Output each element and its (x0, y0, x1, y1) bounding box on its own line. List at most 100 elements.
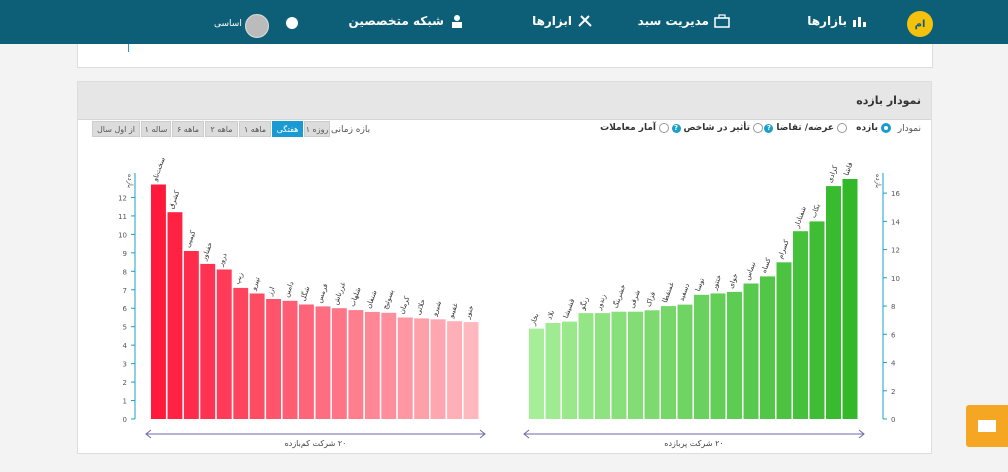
bar-label: شنفان (365, 289, 379, 310)
bar-label: خوای (727, 272, 740, 289)
bar (331, 308, 347, 419)
bar (381, 312, 397, 419)
bar-label: ارز (266, 286, 277, 298)
top-navbar: ام بازارها مدیریت سبد ابزارها شبکه متخصص… (0, 0, 1008, 44)
nav-markets[interactable]: بازارها (807, 14, 868, 28)
bar-label: سخت‌ناو (151, 156, 167, 183)
y-tick-label: 12 (891, 247, 900, 255)
bar-label: نلاد (545, 309, 556, 320)
period-1year-button[interactable]: ۱ ساله (141, 121, 171, 137)
people-icon (449, 14, 465, 28)
period-1day-button[interactable]: ۱ روزه (304, 121, 330, 137)
bar (282, 300, 298, 419)
y-tick-label: 2 (891, 388, 895, 396)
y-tick-label: 8 (123, 268, 127, 276)
radio-icon (837, 123, 847, 133)
arrow-head-left (523, 429, 530, 439)
radio-returns-label: بازده (856, 123, 878, 133)
bar-label: قشیشا (562, 298, 576, 320)
nav-tools[interactable]: ابزارها (532, 14, 593, 28)
nav-portfolio[interactable]: مدیریت سبد (638, 14, 730, 28)
bar (299, 304, 314, 419)
bar-label: غفیبو (447, 302, 460, 320)
bar (167, 212, 183, 419)
bar (694, 294, 709, 419)
period-weekly-button[interactable]: هفتگی (272, 121, 303, 137)
bar (364, 311, 380, 419)
bar (200, 263, 216, 419)
y-tick-label: 14 (891, 218, 900, 226)
high-return-chart: 0 2 4 6 8 10 12 14 16 بازده بخار نلاد قشیشا زنگو زندور… (523, 161, 900, 448)
bar-label: کساه (760, 256, 773, 274)
y-tick-label: 10 (118, 231, 127, 239)
bar (249, 293, 265, 419)
period-1month-button[interactable]: ۱ ماهه (239, 121, 271, 137)
bar-label: قاشا (842, 161, 854, 176)
y-tick-label: 16 (891, 190, 900, 198)
bar (397, 317, 413, 419)
bar (266, 299, 281, 419)
y-tick-label: 9 (123, 250, 127, 258)
card-title: نمودار بازده (856, 94, 921, 107)
y-tick-label: 6 (123, 305, 128, 313)
returns-chart-card: نمودار بازده نمودار بازده عرضه/ تقاضا ? … (77, 81, 932, 454)
site-logo[interactable]: ام (907, 11, 933, 37)
bar-label: خلائی (414, 298, 427, 316)
y-tick-label: 8 (891, 303, 895, 311)
bar-label: بخار (529, 312, 541, 327)
bar-label: درور (216, 252, 228, 268)
bar (315, 306, 331, 419)
period-6month-button[interactable]: ۶ ماهه (172, 121, 204, 137)
bar-label: توسا (694, 277, 706, 293)
bar-label: شلهاب (348, 286, 362, 308)
nav-experts-label: شبکه متخصصین (348, 14, 444, 28)
chart-caption: ۲۰ شرکت پربازده (664, 439, 723, 448)
bar-label: تپیرو (249, 276, 261, 292)
y-tick-label: 4 (123, 342, 128, 350)
help-icon[interactable]: ? (764, 123, 774, 133)
bar-label: زیپ (233, 271, 245, 285)
nav-experts[interactable]: شبکه متخصصین (349, 14, 465, 28)
radio-selected-icon (881, 123, 891, 133)
bar (562, 321, 577, 419)
nav-markets-label: بازارها (807, 14, 847, 28)
bar-label: فزاک (644, 291, 657, 308)
radio-trade-stats[interactable]: آمار معاملات (600, 123, 669, 133)
bar-label: خشرینگ (610, 283, 627, 309)
radio-supply-demand-label: عرضه/ تقاضا (776, 123, 834, 133)
help-icon[interactable]: ? (671, 123, 681, 133)
bar (529, 328, 544, 419)
chart-bar-icon (852, 14, 868, 28)
bar (842, 179, 858, 419)
bar (151, 184, 166, 419)
username[interactable]: اساسی (214, 19, 242, 29)
bar (677, 304, 693, 419)
radio-returns[interactable]: بازده (856, 123, 891, 133)
period-2month-button[interactable]: ۲ ماهه (205, 121, 238, 137)
bar (760, 276, 775, 419)
bar-label: شیرو (430, 300, 443, 318)
contact-button[interactable] (966, 405, 1008, 447)
radio-icon (753, 123, 763, 133)
bar (661, 306, 676, 419)
bar (447, 321, 462, 419)
radio-supply-demand[interactable]: عرضه/ تقاضا ? (764, 123, 847, 133)
bar-label: ختتور (710, 274, 723, 292)
bar-label: خفناور (200, 241, 214, 262)
radio-index-impact[interactable]: تأثیر در شاخص ? (671, 123, 763, 133)
bar-label: کیمیی (184, 229, 198, 249)
radio-trade-stats-label: آمار معاملات (600, 123, 656, 133)
previous-card (77, 44, 933, 68)
y-tick-label: 2 (123, 379, 127, 387)
y-axis-label: بازده (126, 174, 134, 188)
bar-label: خنور (463, 304, 475, 320)
bar (545, 323, 561, 419)
avatar[interactable] (245, 14, 269, 38)
globe-icon[interactable] (286, 17, 298, 29)
period-ytd-button[interactable]: از اول سال (92, 121, 140, 137)
arrow-head-left (145, 429, 152, 439)
bar-label: کزادی (826, 164, 840, 184)
y-tick-label: 1 (123, 398, 127, 406)
bar-label: زنگو (577, 296, 590, 312)
y-axis-label: بازده (874, 174, 882, 188)
